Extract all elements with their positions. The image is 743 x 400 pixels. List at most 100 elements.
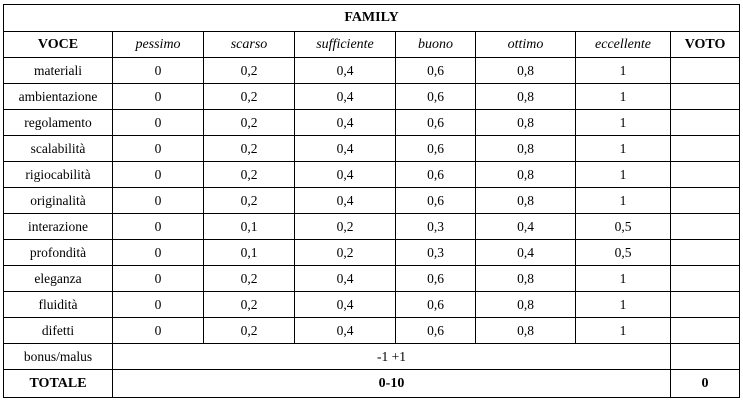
score-cell: 0,2 [203, 291, 295, 318]
score-cell: 0 [112, 213, 204, 240]
header-voto: VOTO [669, 31, 741, 58]
score-cell: 1 [575, 109, 671, 136]
score-cell: 0,3 [395, 239, 476, 266]
row-label: fluidità [3, 291, 113, 318]
score-cell: 0,4 [294, 161, 396, 188]
row-label: originalità [3, 187, 113, 214]
row-label: ambientazione [3, 83, 113, 110]
row-label: interazione [3, 213, 113, 240]
score-cell: 0,2 [203, 187, 295, 214]
score-cell: 0,6 [395, 57, 476, 84]
score-cell: 0,2 [203, 161, 295, 188]
score-cell: 1 [575, 187, 671, 214]
score-cell: 0,4 [294, 291, 396, 318]
grade-cell[interactable] [669, 213, 741, 240]
header-pessimo: pessimo [112, 31, 204, 58]
score-cell: 0 [112, 187, 204, 214]
row-label: profondità [3, 239, 113, 266]
grade-cell[interactable] [669, 317, 741, 344]
grade-cell[interactable] [669, 109, 741, 136]
row-label: rigiocabilità [3, 161, 113, 188]
score-cell: 0,2 [294, 213, 396, 240]
table-title: FAMILY [2, 4, 741, 32]
score-cell: 1 [575, 57, 671, 84]
grade-cell[interactable] [669, 83, 741, 110]
table-row: fluidità 0 0,2 0,4 0,6 0,8 1 [3, 291, 741, 318]
score-cell: 0 [112, 317, 204, 344]
bonus-row: bonus/malus -1 +1 [3, 343, 741, 370]
header-row: VOCE pessimo scarso sufficiente buono ot… [3, 31, 741, 58]
score-cell: 0,2 [203, 57, 295, 84]
table-row: originalità 0 0,2 0,4 0,6 0,8 1 [3, 187, 741, 214]
score-cell: 0,4 [294, 317, 396, 344]
score-cell: 1 [575, 135, 671, 162]
total-range: 0-10 [112, 369, 671, 398]
score-cell: 0 [112, 57, 204, 84]
grade-cell[interactable] [669, 291, 741, 318]
header-ottimo: ottimo [475, 31, 576, 58]
row-label: materiali [3, 57, 113, 84]
score-cell: 0,2 [203, 83, 295, 110]
score-cell: 0,6 [395, 317, 476, 344]
total-row: TOTALE 0-10 0 [3, 369, 741, 398]
score-cell: 0,2 [203, 317, 295, 344]
score-cell: 0 [112, 135, 204, 162]
title-row: FAMILY [2, 4, 741, 32]
score-cell: 1 [575, 291, 671, 318]
score-cell: 0,4 [294, 187, 396, 214]
total-label: TOTALE [3, 369, 113, 398]
score-cell: 0 [112, 239, 204, 266]
score-cell: 0,4 [294, 135, 396, 162]
score-cell: 0,8 [475, 291, 576, 318]
score-cell: 0 [112, 109, 204, 136]
score-cell: 0,6 [395, 109, 476, 136]
table-row: difetti 0 0,2 0,4 0,6 0,8 1 [3, 317, 741, 344]
score-cell: 0,8 [475, 57, 576, 84]
score-cell: 0,8 [475, 317, 576, 344]
score-cell: 0 [112, 161, 204, 188]
score-table-container: FAMILY VOCE pessimo scarso sufficiente b… [2, 4, 741, 398]
row-label: regolamento [3, 109, 113, 136]
total-grade: 0 [669, 369, 741, 398]
score-cell: 0,4 [475, 213, 576, 240]
score-cell: 1 [575, 161, 671, 188]
score-cell: 0,6 [395, 291, 476, 318]
bonus-grade-cell[interactable] [669, 343, 741, 370]
score-cell: 0,6 [395, 161, 476, 188]
score-cell: 0 [112, 83, 204, 110]
row-label: eleganza [3, 265, 113, 292]
score-cell: 0,2 [294, 239, 396, 266]
table-row: ambientazione 0 0,2 0,4 0,6 0,8 1 [3, 83, 741, 110]
score-cell: 0,8 [475, 83, 576, 110]
row-label: difetti [3, 317, 113, 344]
grade-cell[interactable] [669, 161, 741, 188]
table-row: eleganza 0 0,2 0,4 0,6 0,8 1 [3, 265, 741, 292]
bonus-label: bonus/malus [3, 343, 113, 370]
score-cell: 0,2 [203, 265, 295, 292]
grade-cell[interactable] [669, 57, 741, 84]
score-cell: 1 [575, 317, 671, 344]
grade-cell[interactable] [669, 187, 741, 214]
header-buono: buono [395, 31, 476, 58]
grade-cell[interactable] [669, 239, 741, 266]
score-cell: 0 [112, 265, 204, 292]
header-voce: VOCE [3, 31, 113, 58]
table-row: materiali 0 0,2 0,4 0,6 0,8 1 [3, 57, 741, 84]
grade-cell[interactable] [669, 135, 741, 162]
score-cell: 0,3 [395, 213, 476, 240]
table-row: interazione 0 0,1 0,2 0,3 0,4 0,5 [3, 213, 741, 240]
score-cell: 0,4 [294, 109, 396, 136]
score-cell: 0,4 [475, 239, 576, 266]
grade-cell[interactable] [669, 265, 741, 292]
score-cell: 0,4 [294, 57, 396, 84]
bonus-range: -1 +1 [112, 343, 671, 370]
score-cell: 1 [575, 265, 671, 292]
score-cell: 0,8 [475, 265, 576, 292]
header-scarso: scarso [203, 31, 295, 58]
score-cell: 0,1 [203, 239, 295, 266]
score-cell: 0,8 [475, 109, 576, 136]
score-cell: 0 [112, 291, 204, 318]
score-cell: 0,4 [294, 83, 396, 110]
header-eccellente: eccellente [575, 31, 671, 58]
score-cell: 0,5 [575, 213, 671, 240]
